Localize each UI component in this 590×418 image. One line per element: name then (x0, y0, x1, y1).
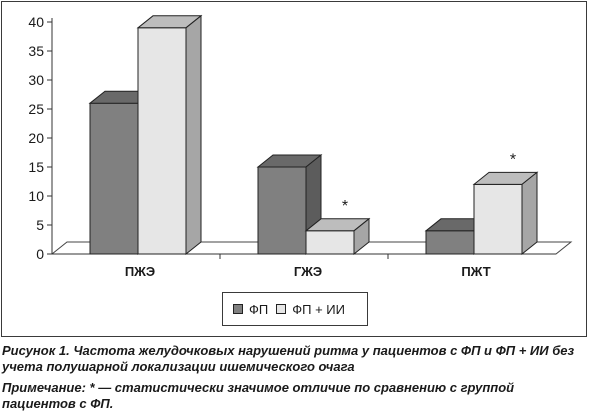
bar-front (425, 230, 475, 255)
legend-item-series-1: ФП (233, 302, 268, 317)
bar-side (185, 14, 202, 256)
bar-chart: 0 5 10 15 20 25 30 35 40 ПЖЭ ГЖЭ ПЖТ * * (28, 14, 573, 279)
y-tick-label: 20 (28, 130, 44, 146)
y-tick-label: 0 (36, 246, 44, 262)
legend-swatch-series-1 (233, 304, 243, 314)
bar-front (137, 27, 187, 255)
bar (304, 217, 371, 256)
legend-item-series-2: ФП + ИИ (276, 302, 345, 317)
bar-front (305, 230, 355, 255)
x-tick-label: ПЖТ (461, 264, 490, 279)
figure-caption: Рисунок 1. Частота желудочковых нарушени… (2, 343, 588, 417)
bar-front (257, 166, 307, 255)
y-tick-label: 40 (28, 14, 44, 30)
bar-front (89, 102, 139, 255)
legend-swatch-series-2 (276, 304, 287, 314)
legend: ФП ФП + ИИ (222, 292, 368, 326)
bar-side (521, 171, 538, 256)
x-tick-label: ПЖЭ (125, 264, 155, 279)
bar (136, 14, 203, 256)
caption-title: Рисунок 1. Частота желудочковых нарушени… (2, 343, 575, 374)
y-tick-label: 15 (28, 159, 44, 175)
x-tick-label: ГЖЭ (294, 264, 322, 279)
bar (472, 171, 539, 256)
y-tick-label: 35 (28, 43, 44, 59)
y-tick-label: 30 (28, 72, 44, 88)
y-tick-label: 5 (36, 217, 44, 233)
significance-asterisk: * (342, 198, 348, 215)
y-tick-label: 25 (28, 101, 44, 117)
bar-side (353, 217, 370, 256)
y-tick-label: 10 (28, 188, 44, 204)
caption-note: Примечание: * — статистически значимое о… (2, 380, 515, 411)
legend-label-series-1: ФП (249, 301, 269, 317)
bar-front (473, 183, 523, 255)
bar (424, 217, 491, 256)
legend-label-series-2: ФП + ИИ (292, 301, 345, 317)
significance-asterisk: * (510, 151, 516, 168)
